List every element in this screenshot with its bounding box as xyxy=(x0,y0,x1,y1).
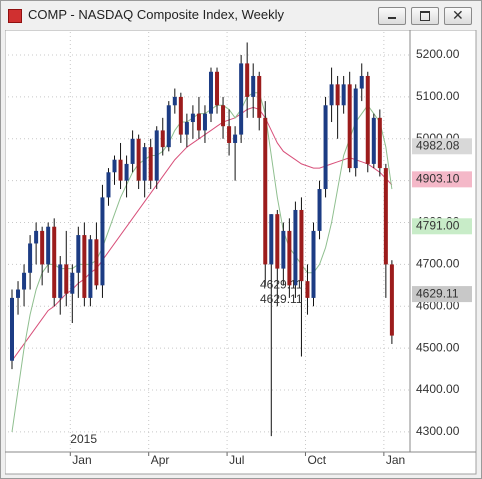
candle-body xyxy=(305,281,310,298)
candle-body xyxy=(208,71,213,114)
maximize-button[interactable] xyxy=(411,7,439,25)
candle-body xyxy=(317,189,322,231)
candle-body xyxy=(329,84,334,106)
price-badge xyxy=(412,218,472,235)
candle-body xyxy=(311,230,316,298)
candle-body xyxy=(202,113,207,131)
candle-body xyxy=(184,122,189,135)
price-badge-label: 4903.10 xyxy=(416,172,460,186)
candle-body xyxy=(293,209,298,286)
candle-body xyxy=(190,113,195,123)
candle-body xyxy=(160,130,165,148)
candle-body xyxy=(34,230,39,244)
candle-body xyxy=(215,71,220,106)
candle-body xyxy=(70,272,75,294)
candle-body xyxy=(136,138,141,181)
title-bar: COMP - NASDAQ Composite Index, Weekly ✕ xyxy=(1,1,481,29)
price-badge xyxy=(412,171,472,188)
candle-body xyxy=(263,117,268,265)
candle-body xyxy=(299,209,304,282)
candle-body xyxy=(377,117,382,169)
y-tick-label: 5100.00 xyxy=(416,89,460,103)
price-badge xyxy=(412,286,472,303)
candle-body xyxy=(227,126,232,143)
candle-body xyxy=(251,75,256,97)
candle-body xyxy=(148,147,153,181)
candle-body xyxy=(28,243,33,273)
candle-body xyxy=(10,297,14,361)
candle-body xyxy=(94,239,99,286)
candle-body xyxy=(281,230,286,269)
candle-body xyxy=(257,75,262,118)
candle-body xyxy=(365,75,370,164)
close-button[interactable]: ✕ xyxy=(444,7,472,25)
window-title: COMP - NASDAQ Composite Index, Weekly xyxy=(28,7,284,22)
candle-body xyxy=(275,214,280,269)
price-badge-label: 4791.00 xyxy=(416,218,460,232)
candle-body xyxy=(106,172,111,198)
candle-body xyxy=(239,63,244,135)
candle-body xyxy=(269,214,274,265)
candle-body xyxy=(287,230,292,286)
candle-body xyxy=(64,264,69,294)
y-tick-label: 4500.00 xyxy=(416,340,460,354)
candle-body xyxy=(221,105,226,127)
candle-body xyxy=(154,130,159,181)
candle-body xyxy=(233,134,238,143)
app-icon xyxy=(8,9,22,23)
chart: 4300.004400.004500.004600.004700.004800.… xyxy=(5,30,477,475)
candle-body xyxy=(371,117,376,164)
price-badge-label: 4629.11 xyxy=(416,286,459,300)
candle-body xyxy=(58,264,63,298)
candle-body xyxy=(112,159,117,173)
minimize-button[interactable] xyxy=(378,7,406,25)
x-tick-label: Apr xyxy=(151,453,170,467)
price-badge xyxy=(412,138,472,155)
candle-body xyxy=(341,84,346,106)
candle-body xyxy=(46,226,51,265)
candle-body xyxy=(124,163,129,181)
candle-body xyxy=(100,197,105,286)
candle-body xyxy=(40,230,45,265)
candle-body xyxy=(172,96,177,106)
candle-body xyxy=(335,84,340,106)
candle-body xyxy=(16,289,21,298)
candle-body xyxy=(88,239,93,298)
x-tick-label: Jan xyxy=(386,453,405,467)
candle-body xyxy=(82,235,87,298)
candle-body xyxy=(353,88,358,169)
candle-body xyxy=(245,63,250,97)
candle-body xyxy=(52,226,57,298)
candle-body xyxy=(383,168,388,265)
price-annotation: 4629.11 xyxy=(260,292,303,306)
candle-body xyxy=(196,113,201,131)
candle-body xyxy=(178,96,183,135)
candle-body xyxy=(142,147,147,181)
y-tick-label: 4700.00 xyxy=(416,257,460,271)
x-tick-label: Jul xyxy=(229,453,244,467)
candle-body xyxy=(118,159,123,181)
candle-body xyxy=(347,84,352,169)
candle-body xyxy=(359,75,364,89)
y-tick-label: 5200.00 xyxy=(416,47,460,61)
y-tick-label: 4300.00 xyxy=(416,424,460,438)
candle-body xyxy=(323,105,328,190)
x-tick-label: Oct xyxy=(307,453,326,467)
candle-body xyxy=(389,264,394,336)
candle-body xyxy=(166,105,171,148)
candle-body xyxy=(130,138,135,164)
y-tick-label: 4400.00 xyxy=(416,382,460,396)
year-label: 2015 xyxy=(70,432,97,446)
price-badge-label: 4982.08 xyxy=(416,138,460,152)
candle-body xyxy=(22,272,27,290)
moving-average-line xyxy=(11,92,393,432)
x-tick-label: Jan xyxy=(72,453,91,467)
candle-body xyxy=(76,235,81,273)
moving-average-line xyxy=(11,106,393,362)
price-annotation: 4629.11 xyxy=(260,278,303,292)
